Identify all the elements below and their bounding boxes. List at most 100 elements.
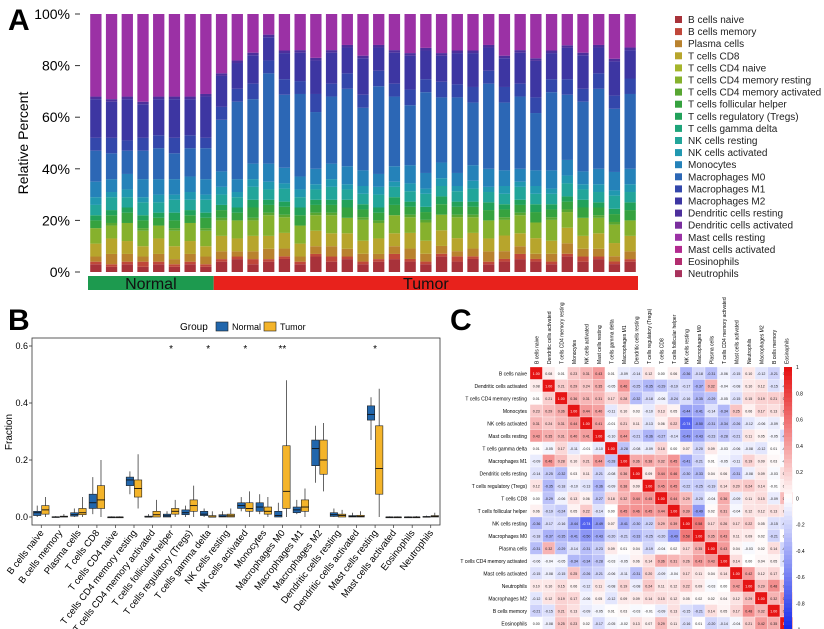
stacked-bar-segment [404,89,416,106]
stacked-bar-segment [247,251,259,260]
stacked-bar-segment [310,57,322,61]
stacked-y-tick-label: 40% [42,161,70,177]
heatmap-cell-value: 0.02 [758,534,765,538]
stacked-bar-segment [215,75,228,107]
heatmap-cell-value: -0.15 [770,384,778,388]
stacked-y-tick-label: 0% [50,264,70,280]
heatmap-cell-value: 0.44 [620,434,627,438]
heatmap-cell-value: -0.06 [607,572,615,576]
heatmap-cell-value: 1.00 [745,584,752,588]
colorbar-segment [784,423,792,429]
heatmap-row-label: T cells CD8 [501,496,527,502]
stacked-bar-segment [593,168,605,185]
stacked-bar-segment [184,199,196,211]
heatmap-cell-value: 0.44 [658,472,665,476]
heatmap-cell-value: 0.45 [620,509,627,513]
heatmap-col-label: T cells gamma delta [609,319,615,364]
colorbar-tick-label: -0.2 [796,523,805,529]
stacked-bar-segment [608,61,621,96]
heatmap-cell-value: -0.28 [620,447,628,451]
stacked-bar-segment [294,50,306,53]
heatmap-cell-value: 0.11 [745,497,752,501]
stacked-bar-segment [498,14,511,56]
stacked-bar-segment [168,212,181,221]
stacked-bar-segment [294,189,306,198]
heatmap-cell-value: 0.18 [658,447,665,451]
stacked-bar-segment [467,217,479,233]
heatmap-cell-value: -0.14 [570,547,578,551]
stacked-bar-segment [624,47,636,51]
heatmap-cell-value: 0.17 [758,409,765,413]
stacked-bar-segment [105,222,118,226]
stacked-bar-segment [514,50,526,53]
heatmap-cell-value: 0.01 [533,397,540,401]
stacked-bar-segment [388,253,401,260]
heatmap-cell-value: -0.20 [695,497,703,501]
stacked-bar-segment [593,259,605,272]
stacked-bar-segment [90,256,102,262]
stacked-legend-swatch [675,209,682,217]
stacked-bar-segment [278,183,291,189]
colorbar-segment [784,524,792,530]
stacked-bar-segment [294,264,306,272]
stacked-bar-segment [325,199,338,205]
stacked-bar-segment [514,233,526,247]
heatmap-cell-value: 0.06 [633,559,640,563]
heatmap-row-label: Eosinophils [501,621,527,627]
stacked-bar-segment [168,199,181,213]
stacked-bar-segment [420,47,432,51]
box-y-tick-label: 0.6 [15,341,28,351]
colorbar-segment [784,493,792,499]
stacked-bar-segment [184,148,196,177]
stacked-bar-segment [467,201,479,207]
heatmap-cell-value: -0.04 [732,509,740,513]
heatmap-cell-value: 0.05 [758,522,765,526]
stacked-legend-label: Dendritic cells resting [688,209,783,220]
heatmap-cell-value: -0.27 [595,497,603,501]
stacked-bar-segment [514,168,526,182]
stacked-bar-segment [121,207,133,213]
heatmap-cell-value: 1.00 [633,472,640,476]
stacked-bar-segment [483,44,495,48]
stacked-bar-segment [545,253,558,262]
heatmap-cell-value: 0.13 [770,509,777,513]
stacked-bar-segment [404,55,416,90]
stacked-bar-segment [200,264,212,267]
stacked-bar-segment [90,99,102,138]
stacked-bar-segment [121,140,133,151]
heatmap-col-label: T cells CD4 memory activated [722,297,728,364]
heatmap-cell-value: 0.10 [533,584,540,588]
stacked-legend-label: B cells naive [688,15,745,26]
heatmap-cell-value: -0.06 [532,559,540,563]
heatmap-cell-value: 0.32 [708,384,715,388]
stacked-legend-swatch [675,221,682,229]
stacked-bar-segment [373,44,385,48]
heatmap-cell-value: 0.14 [758,484,765,488]
stacked-bar-segment [577,261,589,272]
stacked-bar-segment [278,248,291,257]
stacked-bar-segment [121,197,133,208]
stacked-bar-segment [498,102,511,171]
stacked-bar-segment [593,202,605,208]
stacked-bar-segment [514,199,526,205]
stacked-bar-segment [577,199,589,208]
heatmap-cell-value: 0.31 [533,422,540,426]
stacked-bar-segment [121,212,133,223]
stacked-bar-segment [624,261,636,272]
stacked-bar-segment [577,171,589,185]
stacked-bar-segment [451,84,463,98]
stacked-bar-segment [231,259,243,272]
stacked-bar-segment [90,197,102,205]
stacked-bar-segment [310,253,322,257]
heatmap-col-label: Dendritic cells resting [634,316,640,364]
stacked-bar-segment [121,96,133,100]
heatmap-cell-value: -0.21 [770,372,778,376]
stacked-bar-segment [483,238,495,252]
stacked-bar-segment [231,197,243,208]
heatmap-cell-value: 0.35 [695,547,702,551]
stacked-bar-segment [404,183,416,192]
heatmap-cell-value: -0.02 [620,622,628,626]
stacked-bar-segment [341,189,353,200]
stacked-bar-segment [325,212,338,216]
